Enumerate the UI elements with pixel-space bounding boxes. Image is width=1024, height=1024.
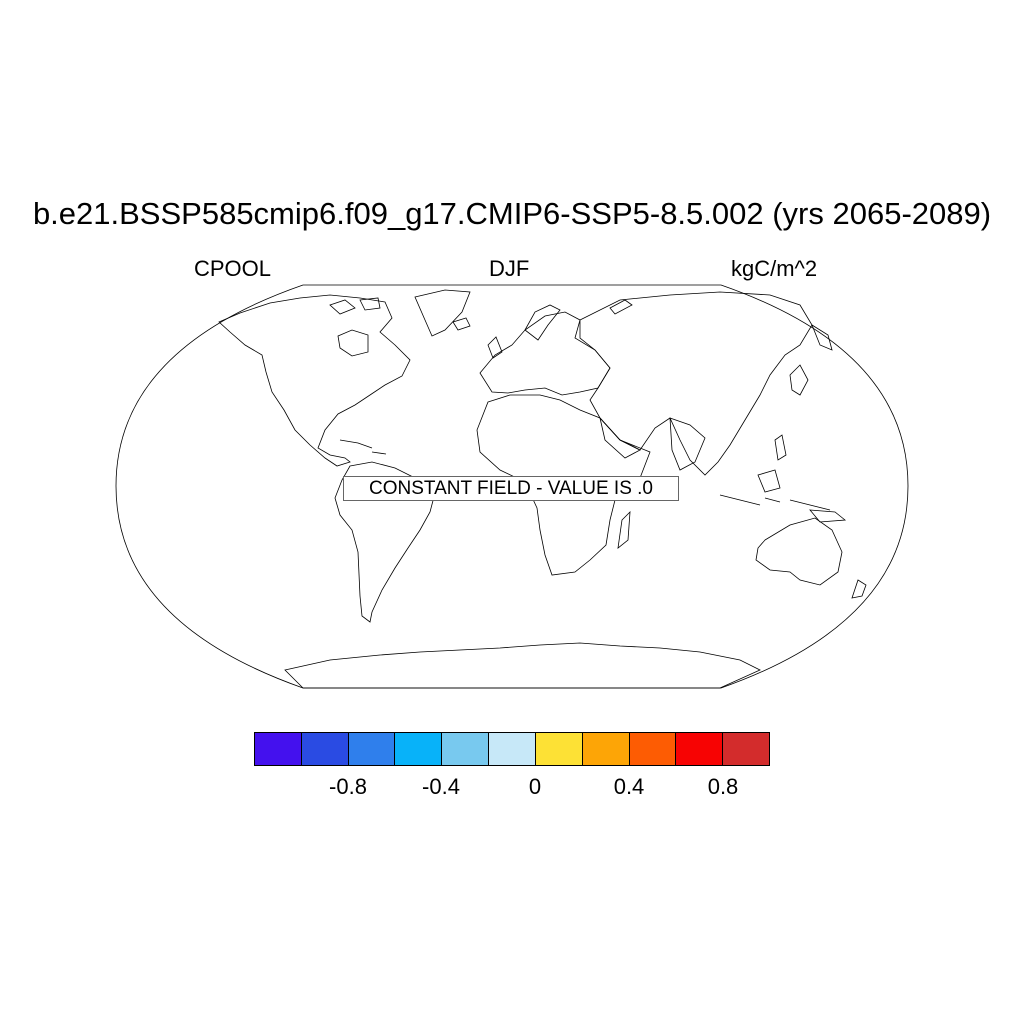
colorbar-swatch	[676, 733, 724, 765]
plot-title: b.e21.BSSP585cmip6.f09_g17.CMIP6-SSP5-8.…	[32, 196, 992, 231]
coast-asia	[579, 291, 813, 476]
coast-kamchatka	[811, 324, 833, 351]
colorbar	[254, 732, 770, 766]
colorbar-swatch	[489, 733, 536, 765]
coast-north-america	[218, 294, 411, 467]
colorbar-tick-label: 0.8	[707, 774, 739, 799]
colorbar-swatch	[255, 733, 302, 765]
colorbar-tick-label: 0	[528, 774, 542, 799]
colorbar-tick-label: 0.4	[613, 774, 645, 799]
variable-label: CPOOL	[194, 256, 272, 281]
colorbar-tick-label: -0.8	[329, 774, 367, 799]
coast-greenland	[414, 289, 471, 337]
colorbar-swatch	[442, 733, 490, 765]
coast-india	[669, 417, 706, 471]
coast-borneo	[757, 469, 781, 493]
coast-japan	[789, 364, 809, 396]
colorbar-swatch	[395, 733, 443, 765]
coast-australia	[755, 517, 843, 586]
coast-novaya-zemlya	[609, 299, 633, 315]
coast-hudson-bay	[337, 329, 369, 357]
colorbar-swatch	[348, 733, 396, 765]
map-outline	[115, 284, 909, 689]
colorbar-tick-label: -0.4	[422, 774, 460, 799]
colorbar-swatch	[629, 733, 677, 765]
coast-cuba	[339, 439, 373, 449]
units-label: kgC/m^2	[731, 256, 818, 281]
colorbar-swatch	[582, 733, 630, 765]
coast-arabia	[599, 416, 641, 459]
season-label: DJF	[489, 256, 530, 281]
colorbar-swatch	[723, 733, 769, 765]
colorbar-swatch	[535, 733, 583, 765]
coast-iceland	[452, 317, 471, 331]
coast-madagascar	[617, 510, 631, 549]
coast-new-zealand	[851, 579, 867, 599]
coast-arctic-islands	[329, 297, 381, 315]
coast-scandinavia	[524, 304, 561, 341]
coast-hispaniola	[371, 451, 387, 455]
coast-philippines	[774, 434, 787, 461]
coast-new-guinea	[809, 509, 847, 523]
coast-britain	[487, 336, 503, 359]
constant-field-message: CONSTANT FIELD - VALUE IS .0	[343, 476, 679, 501]
colorbar-swatch	[301, 733, 349, 765]
coast-indonesia	[719, 494, 831, 511]
coast-antarctica	[284, 642, 761, 689]
